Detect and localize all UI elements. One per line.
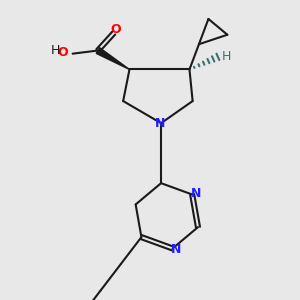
Text: O: O [57, 46, 68, 59]
Text: N: N [155, 117, 166, 130]
Text: N: N [171, 243, 182, 256]
Text: N: N [191, 187, 201, 200]
Text: O: O [110, 23, 121, 36]
Text: H: H [51, 44, 60, 57]
Polygon shape [96, 48, 130, 70]
Text: H: H [222, 50, 231, 63]
